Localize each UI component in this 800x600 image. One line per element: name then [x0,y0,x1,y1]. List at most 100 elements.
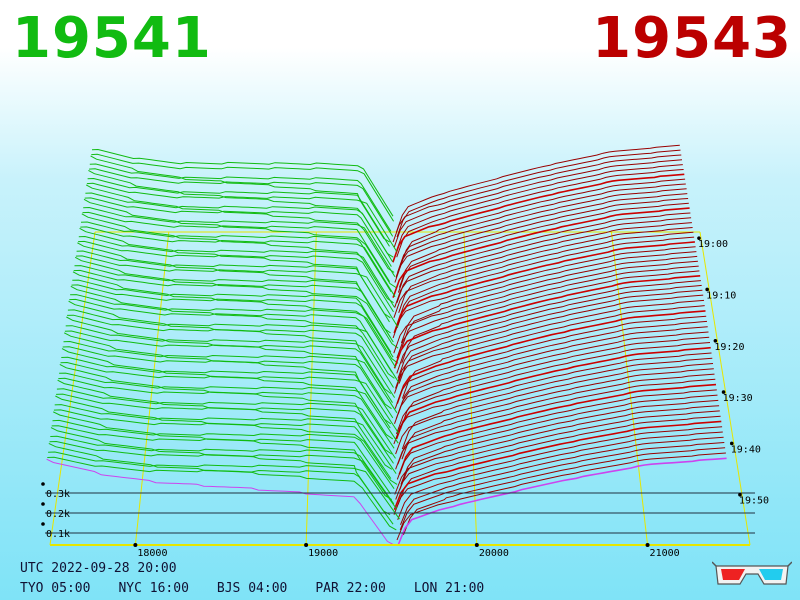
ask-depth-line [395,346,711,440]
ask-depth-line [393,426,723,515]
ask-depth-line [400,394,718,485]
bid-depth-line [58,377,395,449]
time-tick-dot [729,441,734,446]
ask-depth-line [394,405,720,495]
ask-depth-line [401,305,705,399]
ask-depth-line [394,315,707,409]
time-tick-dot [705,287,709,292]
3d-glasses-icon[interactable] [712,558,792,592]
ask-depth-line [401,255,698,349]
bid-depth-line [91,148,394,217]
bid-depth-line [89,168,394,237]
ask-depth-line [396,342,711,435]
bid-depth-line [76,250,390,323]
bid-depth-line [72,271,399,364]
bid-depth-line [91,153,395,222]
ask-depth-line [393,227,693,318]
ask-depth-line [397,320,708,414]
bid-depth-line [59,363,393,455]
bid-depth-line [52,419,395,489]
depth-chart-3d: 0.1k 0.2k 0.3k 18000 19000 20000 21000 19:00 19:… [41,144,769,559]
bid-depth-line [60,361,399,434]
ask-depth-line [397,415,721,505]
ask-depth-line [397,183,686,273]
ask-depth-line [398,198,689,288]
ask-depth-line [395,410,720,500]
ask-depth-line [397,457,727,546]
bid-depth-line [89,163,392,232]
bid-depth-line [61,348,394,440]
ask-depth-line [396,280,701,374]
bid-depth-line [50,435,395,505]
bid-depth-line [75,255,399,328]
bid-depth-line [70,285,395,379]
ask-depth-line [392,173,685,263]
ask-depth-line [393,420,722,510]
ask-depth-line [393,275,701,369]
ask-price: 19543 [592,6,792,71]
ask-depth-line [397,431,723,520]
bid-depth-line [83,206,396,277]
price-tick-dot [474,543,479,547]
bid-depth-line [62,346,394,419]
bid-depth-line [85,184,395,273]
ask-depth-line [401,368,714,460]
price-tick-label: 18000 [137,548,167,559]
bid-depth-line [47,456,394,525]
chart-ticks: 0.1k 0.2k 0.3k 18000 19000 20000 21000 19:00 19:… [41,236,769,559]
bid-depth-line [87,177,390,247]
bid-depth-line [88,169,394,258]
time-tick-dot [738,492,742,497]
bid-depth-line [80,221,392,293]
bid-depth-line [82,211,391,282]
chart-series [46,144,727,546]
ask-depth-line [396,389,717,480]
time-tick-label: 19:50 [739,496,769,507]
time-tick-label: 19:10 [706,290,736,301]
ask-depth-line [396,212,691,303]
ask-depth-line [399,442,725,531]
ask-depth-line [400,251,697,344]
bid-depth-line [90,155,390,243]
ask-depth-line [398,383,717,475]
depth-tick-dot [41,482,45,486]
tz-newyork: NYC 16:00 [118,581,189,596]
ask-depth-line [395,326,708,419]
bid-depth-line [74,265,391,338]
ask-depth-line [392,207,690,298]
tz-london: LON 21:00 [413,581,485,596]
bid-depth-line [73,269,394,343]
bid-depth-line [79,227,391,319]
bid-depth-line [80,226,396,298]
bid-depth-line [65,325,396,398]
price-tick-dot [133,543,138,547]
ask-depth-line [393,241,695,334]
tz-tokyo: TYO 05:00 [20,581,91,596]
bid-depth-line [56,393,394,464]
depth-tick-dot [41,522,45,526]
time-tick-dot [713,338,718,343]
ask-depth-line [396,452,726,541]
bid-depth-line [70,294,397,368]
ask-depth-line [393,159,683,248]
timezone-row: TYO 05:00 NYC 16:00 BJS 04:00 PAR 22:00 … [20,581,484,596]
depth-tick-dot [41,502,45,506]
bid-depth-line [86,182,398,252]
ask-depth-line [396,265,699,359]
ask-depth-line [400,436,724,525]
ask-depth-line [401,357,713,450]
ask-depth-line [398,222,692,313]
utc-time: UTC 2022-09-28 20:00 [20,561,177,576]
chart-front-axes [45,492,755,546]
bid-depth-line [53,409,392,479]
time-tick-dot [697,236,701,240]
bid-depth-line [69,298,393,373]
ask-depth-line [392,246,696,339]
ask-depth-line [400,336,710,430]
depth-tick-label: 0.1k [46,529,70,540]
bid-depth-line [74,256,399,349]
ask-depth-line [394,331,709,424]
bid-depth-line [49,440,398,510]
ask-depth-line [396,149,681,238]
tz-paris: PAR 22:00 [315,581,386,596]
